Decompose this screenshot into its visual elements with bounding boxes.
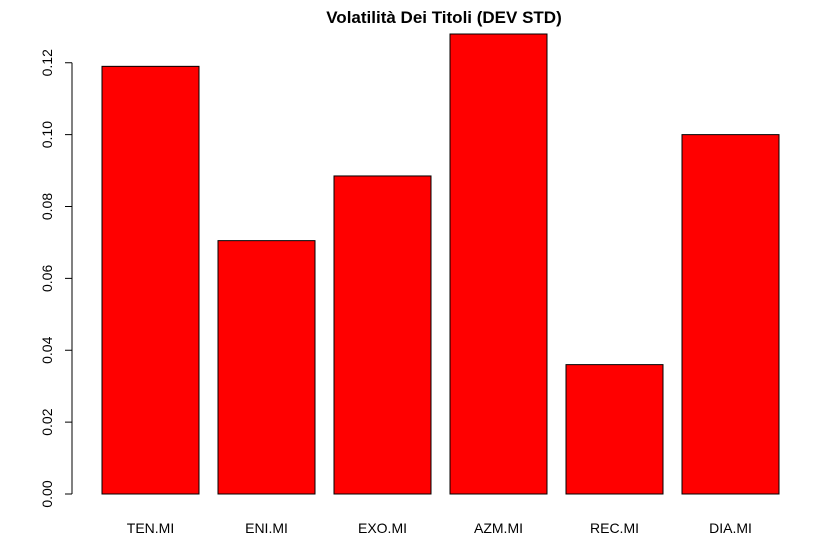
y-tick-label: 0.08 [39,193,55,220]
y-tick-label: 0.10 [39,121,55,148]
x-tick-label: AZM.MI [474,520,523,536]
y-tick-label: 0.06 [39,265,55,292]
y-tick-label: 0.12 [39,49,55,76]
y-axis: 0.00 0.02 0.04 0.06 0.08 0.10 0.12 [39,49,73,508]
bar [449,33,548,495]
bar [101,65,200,495]
bar [681,134,780,495]
x-tick-label: REC.MI [590,520,639,536]
x-tick-label: ENI.MI [245,520,288,536]
y-tick-label: 0.02 [39,408,55,435]
x-tick-label: DIA.MI [709,520,752,536]
x-tick-label: EXO.MI [358,520,407,536]
y-tick-label: 0.00 [39,480,55,507]
bar [217,240,316,495]
y-tick-label: 0.04 [39,336,55,363]
bar [333,175,432,495]
bars [101,33,780,495]
x-tick-label: TEN.MI [127,520,174,536]
bar [565,364,664,495]
chart-title: Volatilità Dei Titoli (DEV STD) [326,8,562,27]
x-axis-labels: TEN.MI ENI.MI EXO.MI AZM.MI REC.MI DIA.MI [127,520,752,536]
